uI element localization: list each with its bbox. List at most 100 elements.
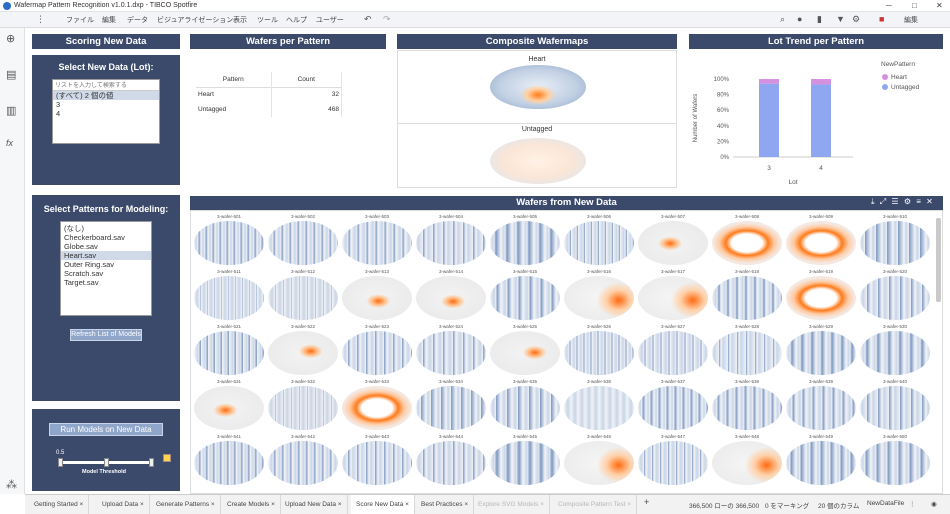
wafer-map[interactable] (860, 441, 930, 485)
wafer-map[interactable] (860, 276, 930, 320)
lot-trend-chart[interactable]: 0% 20% 40% 60% 80% 100% 3 4 Lot Number of Wafers N… (689, 50, 943, 188)
status-table[interactable]: NewDataFile (867, 500, 905, 507)
wafer-map[interactable] (638, 276, 708, 320)
wafer-map[interactable] (564, 386, 634, 430)
tab-composite-pattern-test[interactable]: Composite Pattern Test × (553, 495, 638, 514)
bar-chart-icon[interactable]: ▥ (6, 105, 17, 117)
lot-search-input[interactable] (53, 82, 159, 91)
untagged-composite-wafer[interactable] (490, 138, 586, 184)
tab-getting-started[interactable]: Getting Started × (29, 495, 90, 514)
bookmark-icon[interactable]: ▮ (817, 14, 822, 24)
wafer-map[interactable] (268, 221, 338, 265)
threshold-slider-handle[interactable] (103, 458, 109, 467)
tab-create-models[interactable]: Create Models × (222, 495, 281, 514)
pattern-item[interactable]: Scratch.sav (64, 269, 104, 278)
undo-icon[interactable]: ↶ (364, 14, 372, 24)
legend-label[interactable]: Heart (891, 74, 907, 81)
lot-item-3[interactable]: 3 (56, 100, 61, 109)
wafer-map[interactable] (490, 386, 560, 430)
viz-settings-icon[interactable]: ⚙ (903, 197, 911, 206)
wafer-map[interactable] (268, 276, 338, 320)
wafer-map[interactable] (194, 331, 264, 375)
wafer-map[interactable] (564, 221, 634, 265)
menu-user[interactable]: ユーザー (316, 17, 344, 24)
tab-upload-data[interactable]: Upload Data × (97, 495, 150, 514)
wafer-map[interactable] (712, 276, 782, 320)
wafer-map[interactable] (786, 221, 856, 265)
menu-help[interactable]: ヘルプ (286, 17, 307, 24)
gear-icon[interactable]: ⚙ (852, 14, 861, 24)
wafer-map[interactable] (194, 221, 264, 265)
add-icon[interactable]: ⊕ (6, 33, 16, 45)
pattern-item[interactable]: Outer Ring.sav (64, 260, 115, 269)
col-count-header[interactable]: Count (271, 72, 342, 87)
col-pattern-header[interactable]: Pattern (196, 72, 272, 87)
wafer-map[interactable] (490, 221, 560, 265)
wafer-map[interactable] (860, 386, 930, 430)
patterns-listbox[interactable]: (なし) Checkerboard.sav Globe.sav Heart.sa… (60, 221, 152, 316)
refresh-models-button[interactable]: Refresh List of Models (70, 329, 142, 341)
tab-score-new-data[interactable]: Score New Data × (351, 495, 415, 514)
menu-view[interactable]: 表示 (233, 17, 247, 24)
bar-heart-lot-4[interactable] (811, 79, 831, 85)
lot-item-4[interactable]: 4 (56, 109, 61, 118)
reset-icon[interactable] (163, 454, 171, 462)
close-viz-icon[interactable]: ✕ (926, 197, 933, 206)
wafer-map[interactable] (342, 221, 412, 265)
wafer-map[interactable] (786, 276, 856, 320)
add-page-icon[interactable]: + (644, 497, 650, 507)
lot-listbox[interactable]: (すべて) 2 個の値 3 4 (52, 79, 160, 144)
tab-best-practices[interactable]: Best Practices × (416, 495, 475, 514)
function-icon[interactable]: fx (6, 138, 14, 148)
wafer-map[interactable] (268, 386, 338, 430)
menu-visualization[interactable]: ビジュアライゼーション (157, 17, 234, 24)
bar-heart-lot-3[interactable] (759, 79, 779, 84)
wafer-map[interactable] (712, 331, 782, 375)
wafer-map[interactable] (490, 276, 560, 320)
network-icon[interactable]: ⁂ (6, 479, 17, 491)
wafer-map[interactable] (564, 276, 634, 320)
redo-icon[interactable]: ↷ (383, 14, 391, 24)
wafer-map[interactable] (416, 331, 486, 375)
tab-generate-patterns[interactable]: Generate Patterns × (151, 495, 221, 514)
wafer-map[interactable] (416, 221, 486, 265)
run-models-button[interactable]: Run Models on New Data (49, 423, 163, 436)
menu-icon[interactable]: ≡ (916, 197, 921, 206)
wafer-map[interactable] (786, 441, 856, 485)
filter-icon[interactable]: ▼ (836, 14, 845, 24)
kebab-menu-icon[interactable]: ⋮ (36, 14, 45, 24)
wafer-map[interactable] (712, 221, 782, 265)
bar-untagged-lot-4[interactable] (811, 84, 831, 157)
wafer-map[interactable] (490, 441, 560, 485)
status-more-icon[interactable]: ⋮ (909, 501, 916, 508)
wafer-map[interactable] (342, 441, 412, 485)
collab-icon[interactable]: ■ (879, 14, 885, 24)
maximize-icon[interactable]: □ (912, 1, 917, 10)
pattern-item[interactable]: Globe.sav (64, 242, 98, 251)
bar-untagged-lot-3[interactable] (759, 83, 779, 157)
wafer-map[interactable] (342, 331, 412, 375)
trellis-scrollbar[interactable] (936, 218, 941, 302)
menu-edit[interactable]: 編集 (102, 17, 116, 24)
globe-icon[interactable]: ◉ (931, 501, 937, 508)
wafer-map[interactable] (786, 386, 856, 430)
data-table-icon[interactable]: ▤ (6, 69, 17, 81)
wafer-map[interactable] (564, 441, 634, 485)
wafer-map[interactable] (638, 221, 708, 265)
wafer-map[interactable] (638, 331, 708, 375)
wafer-map[interactable] (860, 221, 930, 265)
tab-explore-svg-models[interactable]: Explore SVG Models × (473, 495, 550, 514)
threshold-slider-handle-left[interactable] (58, 458, 63, 467)
wafer-map[interactable] (268, 331, 338, 375)
threshold-slider-handle-right[interactable] (149, 458, 154, 467)
legend-swatch[interactable] (882, 74, 888, 80)
pattern-item[interactable]: Checkerboard.sav (64, 233, 125, 242)
wafer-map[interactable] (786, 331, 856, 375)
wafer-map[interactable] (342, 386, 412, 430)
minimize-icon[interactable]: ─ (886, 1, 892, 10)
tab-upload-new-data[interactable]: Upload New Data × (280, 495, 348, 514)
table-row[interactable]: Heart 32 (196, 87, 342, 102)
search-icon[interactable]: ⌕ (780, 14, 786, 24)
wafer-map[interactable] (342, 276, 412, 320)
pattern-item[interactable]: Heart.sav (61, 251, 151, 260)
